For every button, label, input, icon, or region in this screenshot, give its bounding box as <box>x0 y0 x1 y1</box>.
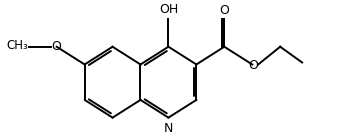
Text: CH₃: CH₃ <box>6 39 28 52</box>
Text: O: O <box>51 40 61 53</box>
Text: OH: OH <box>159 3 178 16</box>
Text: N: N <box>164 122 173 135</box>
Text: O: O <box>248 59 258 72</box>
Text: O: O <box>219 4 229 17</box>
